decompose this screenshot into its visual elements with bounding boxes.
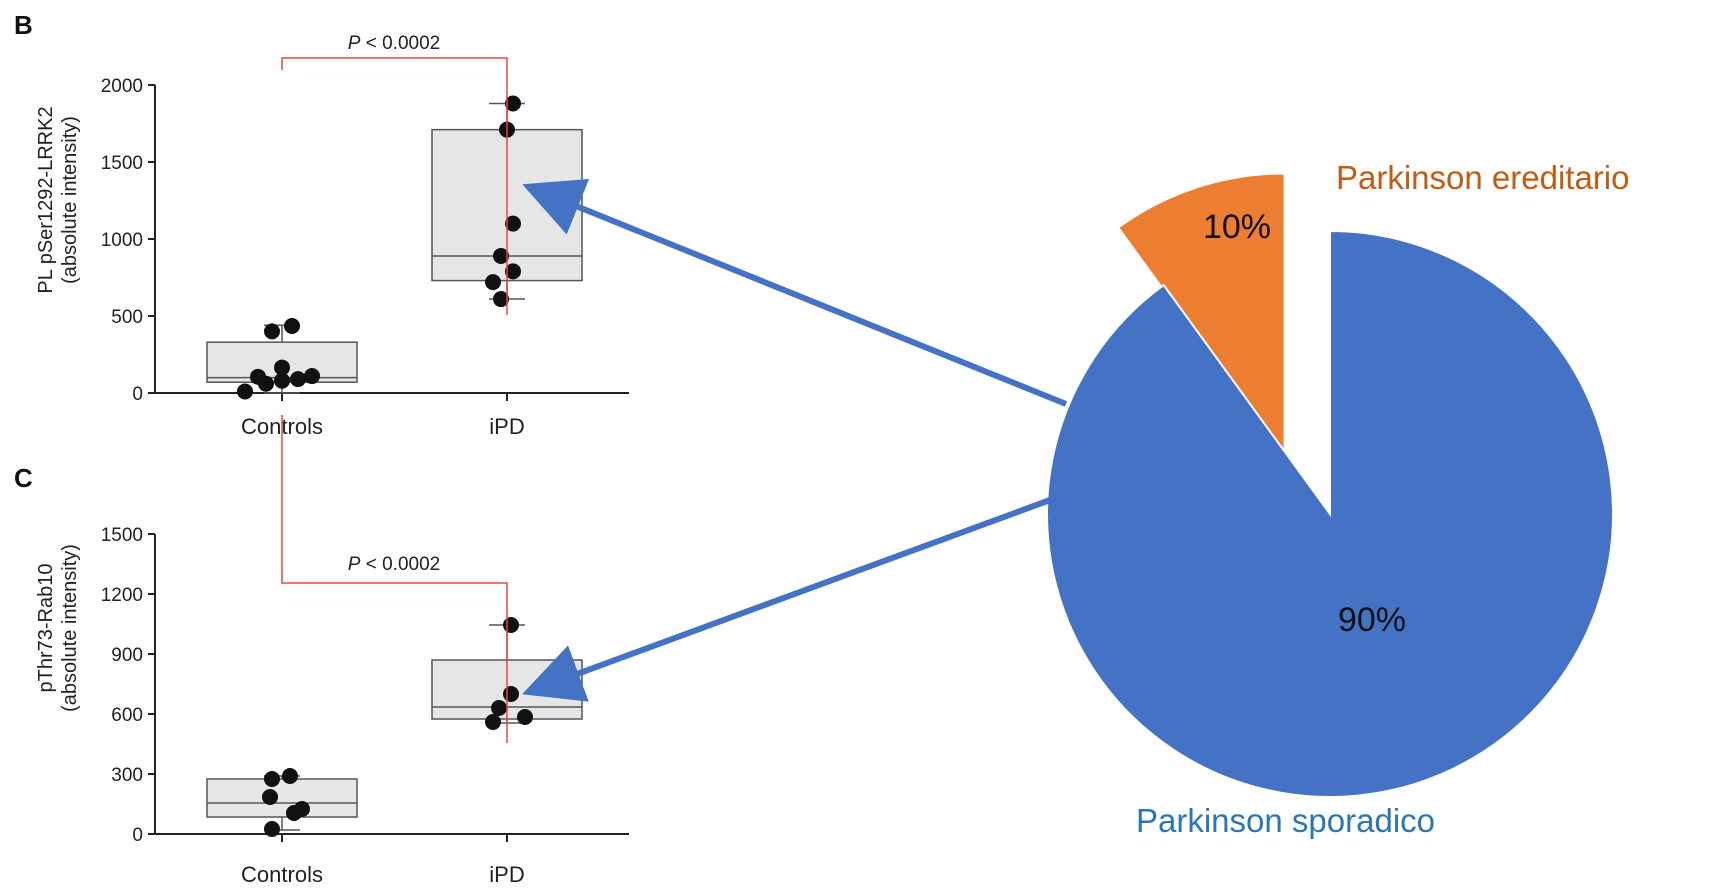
legend-label-sporadico: Parkinson sporadico xyxy=(1136,802,1435,839)
data-point xyxy=(493,291,509,308)
box-plot-pthr73-rab10: C pThr73-Rab10 (absolute intensity) 0 300… xyxy=(14,415,629,887)
box-iqr xyxy=(206,778,358,818)
data-point xyxy=(493,247,509,264)
p-symbol: P xyxy=(348,33,361,54)
connector-arrows xyxy=(522,178,1068,702)
y-axis-label-line-1: pThr73-Rab10 xyxy=(35,564,57,693)
data-point xyxy=(250,368,266,385)
y-tick-label: 600 xyxy=(111,705,143,726)
panel-label-c: C xyxy=(14,463,33,493)
p-symbol: P xyxy=(348,554,361,575)
plot-area: 0 500 1000 1500 2000 xyxy=(101,57,629,405)
y-axis-label-line-2: (absolute intensity) xyxy=(59,544,81,712)
legend-label-ereditario: Parkinson ereditario xyxy=(1336,159,1630,196)
y-tick-label: 1500 xyxy=(101,153,143,174)
category-label-ipd: iPD xyxy=(489,414,524,439)
data-point xyxy=(264,323,280,340)
y-tick-label: 1200 xyxy=(101,585,143,606)
data-point xyxy=(274,372,290,389)
y-axis-label-line-1: PL pSer1292-LRRK2 xyxy=(35,106,57,293)
p-value-label: P < 0.0002 xyxy=(348,554,440,575)
plot-area: 0 300 600 900 1200 1500 xyxy=(101,415,629,846)
category-label-controls: Controls xyxy=(241,862,323,887)
data-point xyxy=(237,383,253,400)
data-point xyxy=(284,318,300,335)
data-point xyxy=(503,686,519,702)
y-tick-label: 1000 xyxy=(101,230,143,251)
data-point xyxy=(505,95,521,112)
data-point xyxy=(290,371,306,388)
y-tick-label: 2000 xyxy=(101,76,143,97)
y-tick-label: 500 xyxy=(111,307,143,328)
data-point xyxy=(264,821,280,837)
slice-label-sporadico-percent: 90% xyxy=(1338,601,1406,639)
data-point xyxy=(505,263,521,280)
y-axis-label-line-2: (absolute intensity) xyxy=(59,116,81,284)
data-point xyxy=(262,789,278,805)
y-axis-label: pThr73-Rab10 (absolute intensity) xyxy=(35,544,81,712)
panel-label-b: B xyxy=(14,10,33,40)
data-point xyxy=(485,274,501,291)
data-point xyxy=(282,768,298,784)
data-point xyxy=(485,714,501,730)
slice-label-ereditario-percent: 10% xyxy=(1203,208,1271,246)
data-point xyxy=(505,215,521,232)
significance-bracket xyxy=(281,57,508,315)
y-tick-label: 900 xyxy=(111,645,143,666)
arrow-to-panel-c-ipd xyxy=(522,497,1052,702)
data-point xyxy=(304,368,320,385)
pie-slice-sporadico xyxy=(1046,229,1615,798)
data-point xyxy=(294,801,310,817)
y-axis-label: PL pSer1292-LRRK2 (absolute intensity) xyxy=(35,106,81,293)
p-value-text: < 0.0002 xyxy=(360,554,440,575)
data-point xyxy=(503,617,519,633)
y-tick-label: 300 xyxy=(111,765,143,786)
data-point xyxy=(274,359,290,376)
data-point xyxy=(517,709,533,725)
data-point xyxy=(491,700,507,716)
arrow-to-panel-b-ipd xyxy=(522,178,1068,407)
p-value-text: < 0.0002 xyxy=(360,33,440,54)
p-value-label: P < 0.0002 xyxy=(348,33,440,54)
significance-bracket xyxy=(281,415,508,743)
box-plot-pser1292-lrrk2: B PL pSer1292-LRRK2 (absolute intensity)… xyxy=(14,10,629,439)
pie-chart-parkinson-types: 10% 90% Parkinson ereditario Parkinson s… xyxy=(1046,159,1630,839)
y-tick-label: 0 xyxy=(132,384,143,405)
y-tick-label: 0 xyxy=(132,825,143,846)
pie-slices xyxy=(1046,172,1615,798)
category-label-ipd: iPD xyxy=(489,862,524,887)
pie-slice-ereditario xyxy=(1116,172,1286,460)
y-tick-label: 1500 xyxy=(101,525,143,546)
data-point xyxy=(264,771,280,787)
